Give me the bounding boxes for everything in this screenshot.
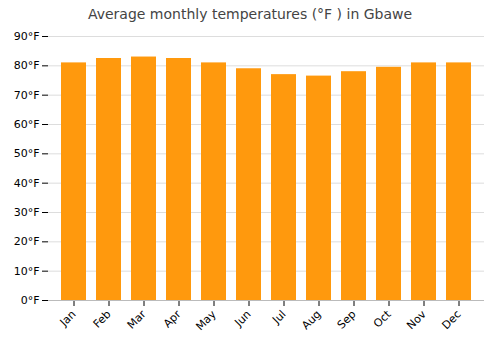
svg-text:10°F: 10°F: [14, 265, 40, 278]
svg-text:May: May: [193, 307, 219, 333]
svg-text:Sep: Sep: [335, 308, 359, 332]
svg-text:40°F: 40°F: [14, 177, 40, 190]
html-text:Average monthly temperatures (: Average monthly temperatures (°F ) in Gb…: [87, 6, 413, 22]
svg-text:Mar: Mar: [125, 307, 149, 331]
svg-text:60°F: 60°F: [14, 118, 40, 131]
svg-text:Jun: Jun: [232, 308, 254, 330]
svg-text:0°F: 0°F: [21, 294, 40, 307]
svg-text:90°F: 90°F: [14, 30, 40, 43]
svg-text:30°F: 30°F: [14, 206, 40, 219]
svg-text:Nov: Nov: [404, 307, 429, 332]
svg-text:20°F: 20°F: [14, 235, 40, 248]
svg-text:70°F: 70°F: [14, 89, 40, 102]
svg-text:Jan: Jan: [57, 308, 79, 330]
svg-text:Oct: Oct: [371, 307, 394, 330]
svg-text:80°F: 80°F: [14, 59, 40, 72]
svg-text:Apr: Apr: [161, 307, 184, 330]
svg-text:Dec: Dec: [439, 308, 463, 332]
svg-text:Aug: Aug: [299, 308, 323, 332]
svg-text:Jul: Jul: [269, 308, 288, 327]
svg-text:Feb: Feb: [91, 308, 114, 331]
svg-text:50°F: 50°F: [14, 147, 40, 160]
